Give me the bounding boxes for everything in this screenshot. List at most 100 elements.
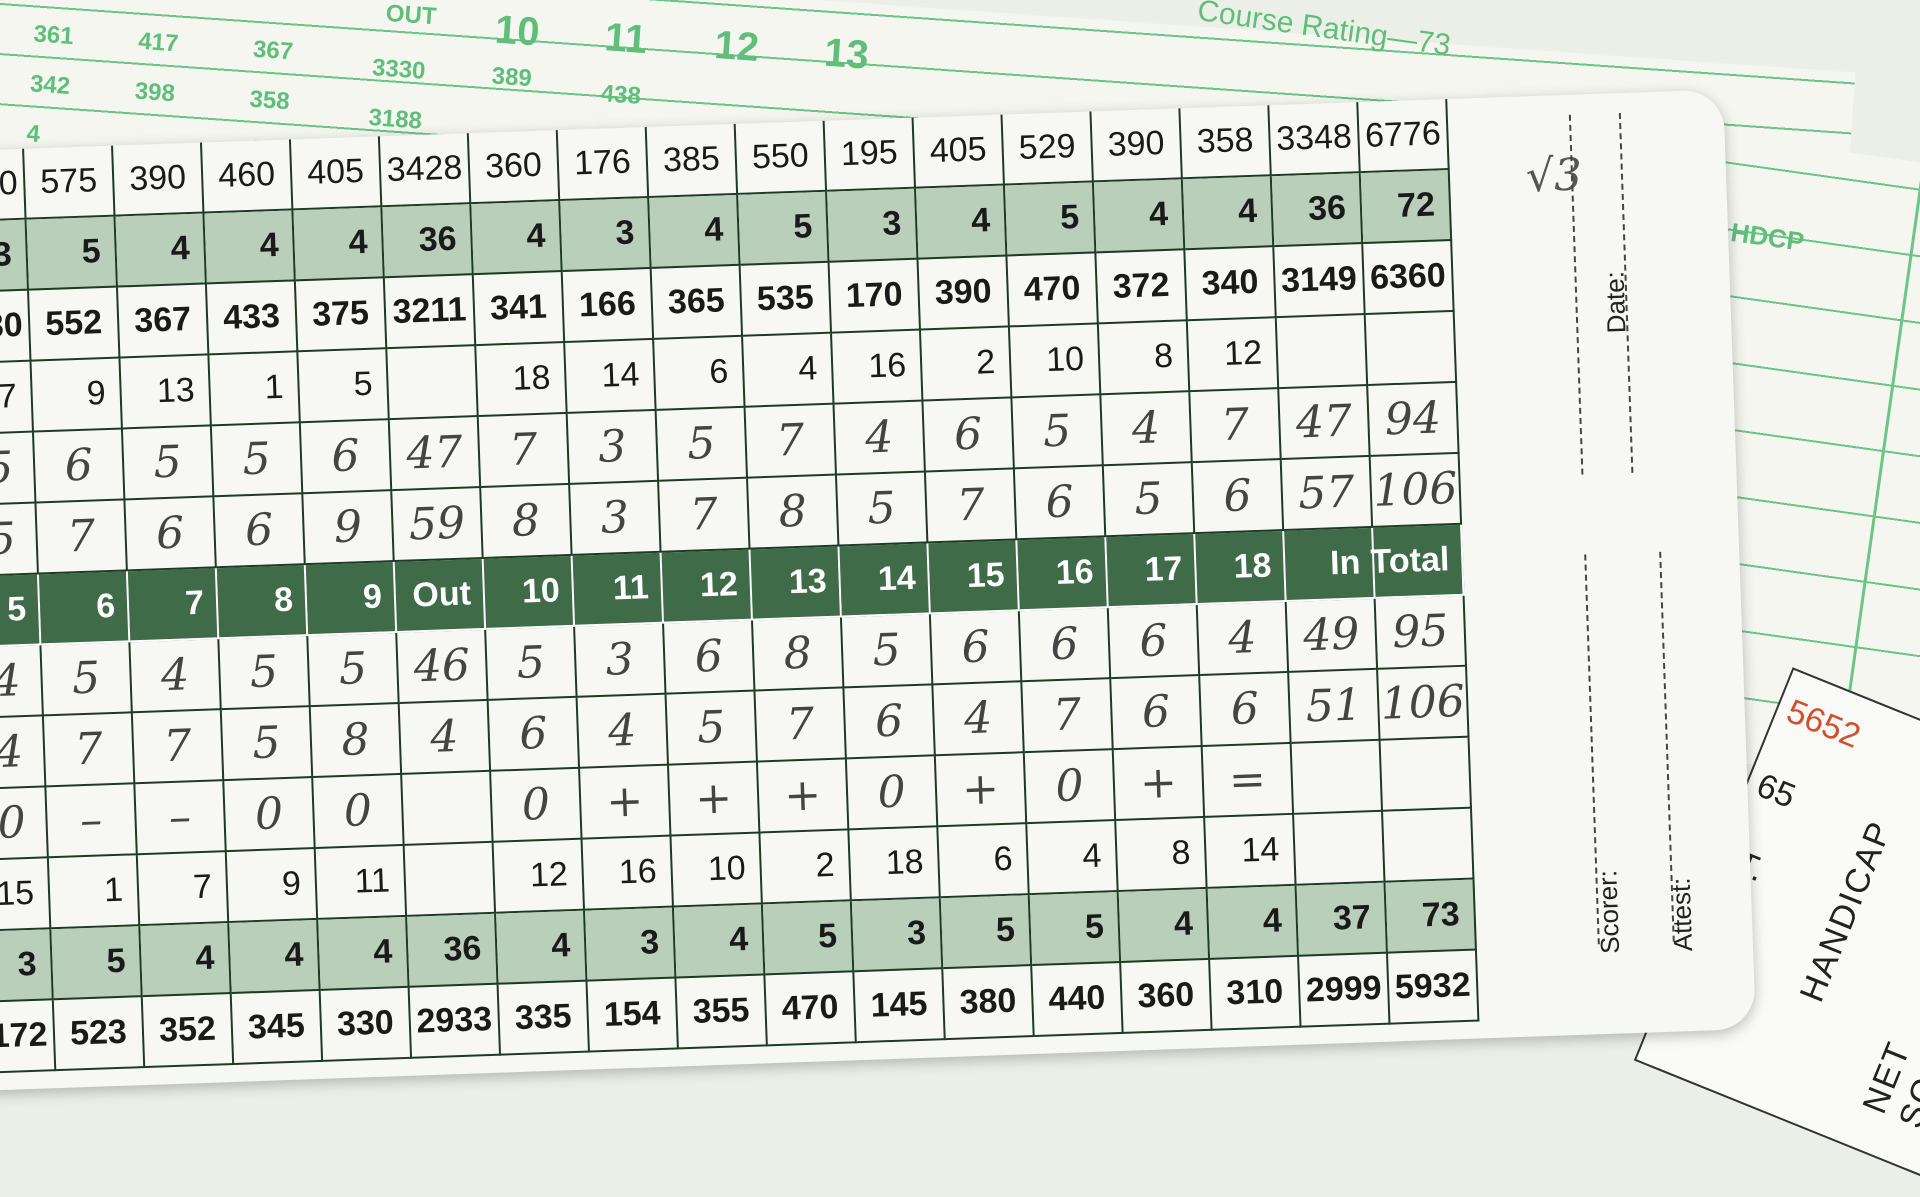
score-cell [1276,315,1369,390]
score-cell: 330 [320,987,413,1062]
score-cell: 341 [473,272,566,347]
score-cell: 575 [24,145,116,220]
score-cell: 73 [1385,879,1477,954]
score-cell: 380 [943,966,1035,1041]
score-cell: 3 [585,907,677,982]
score-cell: 47 [389,417,482,492]
score-cell: 4 [399,700,492,775]
yardage: 358 [248,85,291,116]
hole-header-cell: 13 [750,546,842,621]
attest-label: Attest: [1665,877,1699,952]
score-cell: 6 [1014,466,1107,541]
scorer-label: Scorer: [1592,869,1626,955]
yardage: 342 [29,70,72,101]
hole-label: 11 [603,15,649,63]
score-cell: 367 [117,284,210,359]
score-cell: 5 [1029,891,1122,967]
score-cell: 4 [834,401,926,476]
score-cell: 5 [1012,395,1104,470]
score-cell [1291,740,1384,815]
score-cell: 18 [476,342,568,418]
score-cell [1380,737,1473,812]
score-cell: 6 [664,620,756,695]
score-cell: 47 [1279,385,1371,461]
score-cell: 6 [1192,460,1285,535]
score-cell: 390 [918,256,1010,331]
score-cell: 550 [735,120,828,195]
hole-header-cell: 17 [1106,534,1198,609]
score-cell: 4 [649,194,741,269]
score-cell: 5932 [1388,950,1480,1025]
score-cell: + [935,753,1028,828]
score-cell: 4 [496,910,588,985]
score-cell: 4 [1207,885,1300,960]
score-cell: 51 [1289,669,1381,744]
score-cell: 5 [51,926,143,1001]
score-cell: 4 [293,207,385,282]
score-cell: 5 [656,407,749,482]
score-cell: 36 [382,204,474,279]
score-cell: 6 [923,398,1015,473]
score-cell: 6 [300,420,393,495]
score-cell: 106 [1370,453,1463,528]
score-cell: 3 [851,898,944,973]
hole-header-cell: 10 [483,555,576,630]
score-cell: 7 [755,688,847,763]
score-cell: 4 [1197,601,1290,677]
score-cell: 7 [0,361,35,435]
score-cell: 4 [577,694,670,769]
hole-header-cell: 7 [127,568,220,643]
score-cell: 0 [491,768,583,843]
score-cell: 310 [1210,956,1302,1031]
score-cell: 6 [938,824,1030,899]
score-cell: 4 [1101,392,1193,467]
score-cell: 5 [1103,463,1196,538]
score-cell: 6 [1108,605,1201,680]
score-cell: 154 [587,978,679,1053]
score-cell: 4 [673,904,766,979]
score-cell: 4 [318,916,410,991]
score-cell: 145 [854,969,946,1044]
score-cell: 3 [827,188,919,263]
score-cell: 2933 [409,984,502,1059]
score-cell: 0 [224,778,316,853]
score-cell: 6 [1111,676,1203,751]
score-cell: 7 [478,413,571,488]
score-cell: 3348 [1269,102,1361,177]
score-cell: 4 [204,210,296,285]
score-cell: 3 [0,929,54,1003]
score-cell: 8 [481,484,573,559]
score-cell: 6 [654,336,746,411]
score-cell: 3 [560,197,652,273]
score-cell: 0 [0,787,49,861]
score-cell: 5 [211,423,304,498]
score-cell: 170 [829,259,921,334]
scorecard-grid: 190 575 390 460 405 3428 360 176 385 550 195 405 529… [0,99,1480,1074]
score-cell: 9 [303,491,395,566]
score-cell: = [1202,743,1295,818]
score-cell: 352 [142,993,235,1069]
yardage: 398 [133,77,176,108]
yardage: 367 [252,35,294,66]
score-cell: 4 [1182,176,1275,251]
score-cell: 1 [48,855,141,930]
score-cell: 7 [659,478,751,553]
score-cell: 2 [920,327,1013,402]
score-cell: 7 [1190,389,1282,464]
score-cell: 6 [844,685,936,760]
score-cell: 3428 [379,133,472,208]
score-cell: 6776 [1358,99,1450,174]
score-cell: 7 [43,713,136,788]
score-cell: 470 [1007,253,1099,328]
hole-header-cell: Out [394,558,487,634]
score-cell: 6 [125,497,217,572]
score-cell: 375 [295,278,388,353]
score-cell: 15 [0,858,52,932]
score-cell: + [669,762,761,837]
score-cell: 4 [933,682,1025,757]
score-cell: 6 [1200,672,1292,747]
score-cell: 14 [565,339,657,414]
score-cell: 335 [498,981,590,1056]
score-cell: 4 [0,716,47,790]
net-score-label: NET SCO [1855,1036,1920,1134]
